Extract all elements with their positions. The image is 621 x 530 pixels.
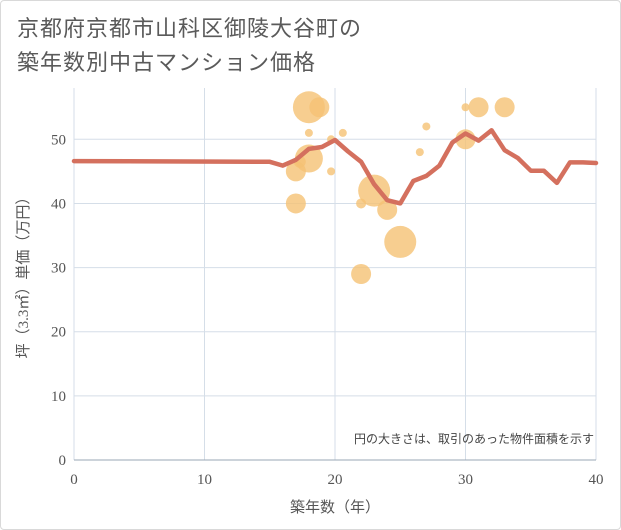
- data-bubble: [468, 97, 489, 118]
- data-bubble: [351, 264, 372, 284]
- y-tick-label: 0: [59, 453, 67, 469]
- data-bubble: [461, 103, 470, 112]
- data-bubble: [384, 225, 417, 258]
- y-tick-label: 50: [51, 132, 66, 148]
- chart-title: 京都府京都市山科区御陵大谷町の 築年数別中古マンション価格: [17, 13, 577, 81]
- bubble-size-note: 円の大きさは、取引のあった物件面積を示す: [354, 431, 594, 446]
- data-bubble: [285, 193, 306, 214]
- x-tick-label: 0: [70, 472, 78, 488]
- data-bubble: [304, 128, 313, 137]
- chart-title-line1: 京都府京都市山科区御陵大谷町の: [17, 17, 363, 42]
- x-tick-label: 10: [197, 472, 212, 488]
- y-tick-label: 20: [51, 325, 66, 341]
- y-axis-label: 坪（3.3㎡）単価（万円）: [15, 190, 32, 359]
- x-axis-label: 築年数（年）: [290, 498, 380, 516]
- tick-layer: 0 10 20 30 40 50 0 10 20 30 40: [51, 132, 604, 488]
- data-bubble: [338, 128, 347, 137]
- y-tick-label: 40: [51, 196, 66, 212]
- x-tick-label: 40: [589, 472, 604, 488]
- data-bubble: [327, 167, 336, 176]
- bubble-layer: [285, 91, 515, 284]
- grid-layer: [73, 88, 597, 461]
- y-tick-label: 30: [51, 261, 66, 277]
- chart-title-line2: 築年数別中古マンション価格: [17, 51, 317, 76]
- data-bubble: [309, 97, 330, 118]
- data-bubble: [422, 122, 431, 131]
- data-bubble: [377, 199, 398, 220]
- y-tick-label: 10: [51, 389, 66, 405]
- x-tick-label: 30: [458, 472, 473, 488]
- data-bubble: [358, 174, 391, 207]
- data-bubble: [494, 97, 515, 118]
- data-bubble: [415, 148, 424, 157]
- average-price-line: [71, 128, 599, 206]
- line-layer: [71, 128, 599, 206]
- x-tick-label: 20: [328, 472, 343, 488]
